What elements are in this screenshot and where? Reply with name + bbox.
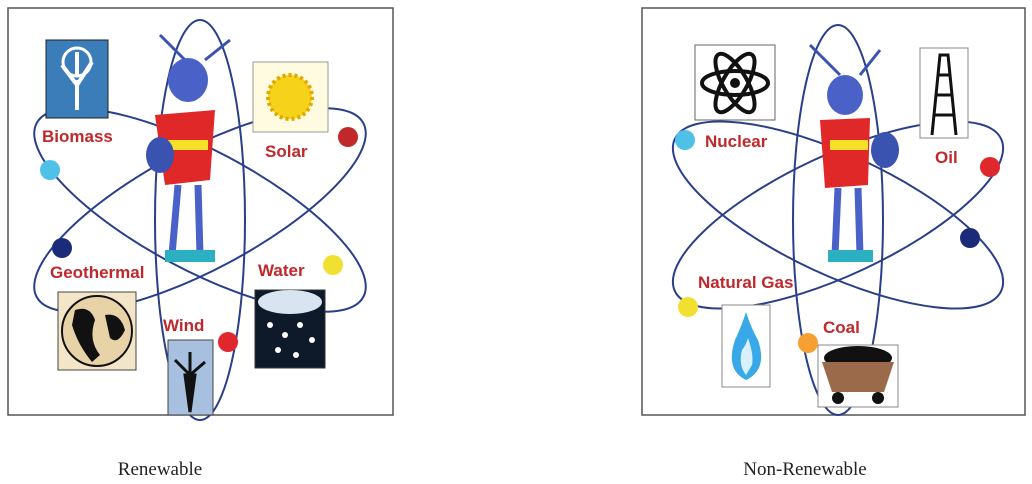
orbit — [33, 107, 367, 313]
orbit — [154, 19, 246, 421]
energy-label: Coal — [823, 318, 860, 337]
oil-rig-icon — [919, 47, 969, 139]
energy-label: Wind — [163, 316, 204, 335]
energy-label: Natural Gas — [698, 273, 793, 292]
ant — [808, 43, 899, 262]
energy-label: Oil — [935, 148, 958, 167]
energy-label: Solar — [265, 142, 308, 161]
energy-label: Nuclear — [705, 132, 768, 151]
non-renewable-panel: Nuclear Oil Natural Gas Coal — [641, 7, 1026, 416]
atom-icon — [694, 44, 776, 121]
orbit-dots — [40, 127, 358, 352]
orbit — [671, 120, 1005, 310]
gas-flame-icon — [721, 304, 771, 388]
wind-icon — [167, 339, 214, 416]
biomass-icon — [45, 39, 109, 119]
orbit — [792, 24, 884, 416]
energy-label: Water — [258, 261, 305, 280]
energy-label: Geothermal — [50, 263, 144, 282]
renewable-panel: Biomass Solar Geothermal Water Wind — [7, 7, 394, 421]
energy-label: Biomass — [42, 127, 113, 146]
globe-icon — [57, 291, 137, 371]
ant — [146, 33, 231, 262]
water-icon — [254, 289, 326, 369]
orbit-dots — [675, 130, 1000, 353]
solar-icon — [252, 61, 329, 133]
panel-caption: Renewable — [118, 459, 202, 480]
panel-caption: Non-Renewable — [743, 459, 866, 480]
coal-cart-icon — [817, 344, 899, 408]
